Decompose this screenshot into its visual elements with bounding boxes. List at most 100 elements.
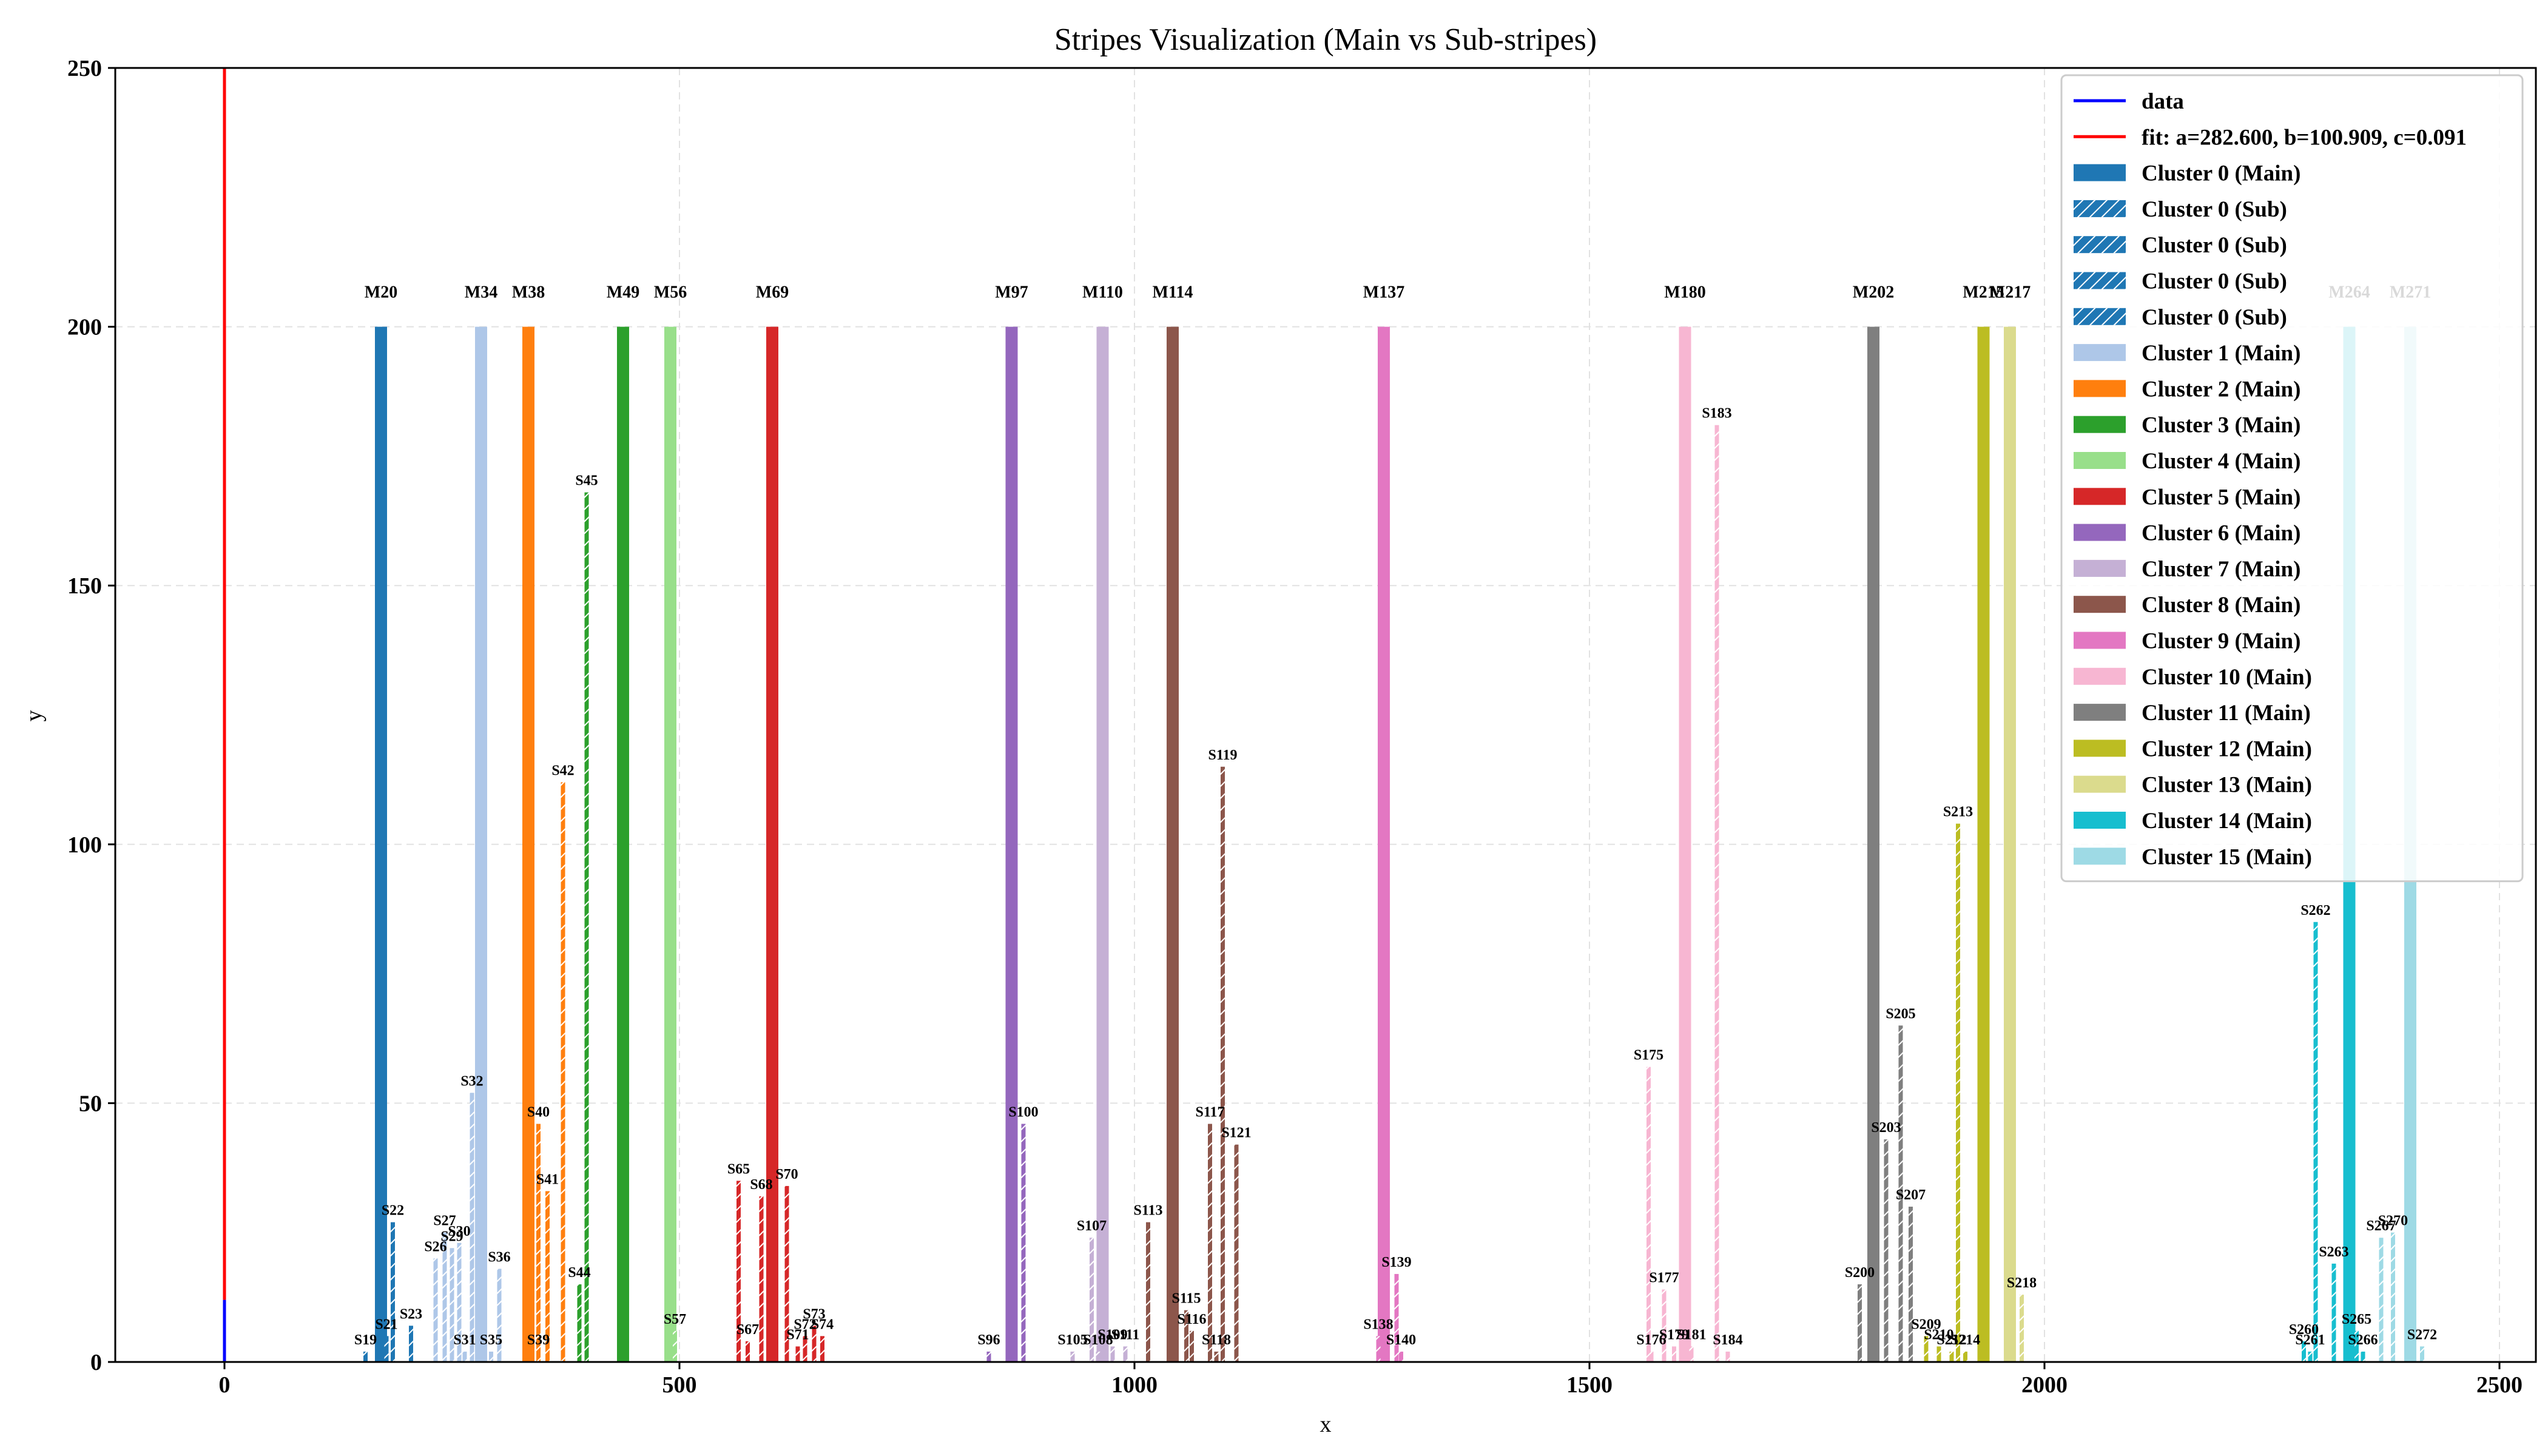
sub-stripe-bar [561, 782, 565, 1362]
sub-stripe-bar [1090, 1238, 1094, 1362]
legend-label: Cluster 8 (Main) [2142, 593, 2300, 618]
sub-stripe-bar [986, 1351, 991, 1362]
sub-stripe-label: S183 [1702, 406, 1731, 422]
x-tick-label: 2000 [2021, 1372, 2068, 1398]
legend-label: Cluster 0 (Sub) [2142, 197, 2287, 222]
legend-swatch [2074, 524, 2126, 541]
sub-stripe-bar [1898, 1025, 1903, 1362]
sub-stripe-bar [2313, 922, 2318, 1362]
sub-stripe-bar [736, 1181, 741, 1362]
sub-stripe-bar [759, 1196, 764, 1362]
sub-stripe-bar [577, 1284, 582, 1362]
bar-labels: M20 M34 M38 M49 M56 M69 M97 M110 M114 M137 M180 M20… [354, 283, 2437, 1348]
sub-stripe-label: S117 [1195, 1105, 1224, 1121]
sub-stripe-label: S261 [2295, 1332, 2325, 1348]
sub-stripe-label: S265 [2342, 1312, 2371, 1327]
legend-label: Cluster 0 (Sub) [2142, 233, 2287, 258]
y-tick-label: 200 [67, 315, 102, 340]
sub-stripe-bar [746, 1341, 750, 1362]
x-tick-label: 2500 [2476, 1372, 2523, 1398]
sub-stripe-label: S210 [1924, 1327, 1953, 1343]
sub-stripe-label: S140 [1386, 1332, 1416, 1348]
y-tick-label: 0 [90, 1350, 102, 1375]
main-stripe-bar [1096, 326, 1109, 1362]
sub-stripe-label: S115 [1171, 1291, 1201, 1307]
sub-stripe-bar [1924, 1336, 1929, 1362]
main-stripe-bar [375, 326, 387, 1362]
sub-stripe-label: S19 [354, 1332, 377, 1348]
sub-stripe-bar [462, 1351, 467, 1362]
main-stripe-label: M49 [607, 283, 639, 302]
sub-stripe-bar [1956, 823, 1960, 1362]
legend-swatch [2074, 344, 2126, 362]
legend-label: data [2142, 89, 2184, 114]
legend-hatch [2074, 236, 2126, 254]
main-stripe-label: M215 [1963, 283, 2004, 302]
sub-stripe-bar [384, 1336, 389, 1362]
sub-stripe-bar [2420, 1346, 2424, 1362]
sub-stripe-label: S205 [1886, 1006, 1915, 1022]
sub-stripe-label: S41 [536, 1171, 559, 1187]
main-stripe-label: M217 [1989, 283, 2031, 302]
sub-stripe-label: S32 [460, 1073, 483, 1089]
main-stripe-bar [1167, 326, 1179, 1362]
sub-stripe-bar [1021, 1124, 1026, 1362]
sub-stripe-bar [1376, 1336, 1381, 1362]
sub-stripe-bar [1214, 1351, 1219, 1362]
sub-stripe-label: S27 [433, 1213, 456, 1229]
sub-stripe-label: S111 [1111, 1327, 1140, 1343]
legend-swatch [2074, 488, 2126, 505]
main-stripe-label: M202 [1853, 283, 1894, 302]
legend-swatch [2074, 164, 2126, 181]
sub-stripe-label: S270 [2378, 1213, 2408, 1229]
sub-stripe-bar [812, 1326, 817, 1362]
x-tick-label: 1000 [1111, 1372, 1158, 1398]
sub-stripe-bar [2361, 1351, 2365, 1362]
sub-stripe-label: S207 [1896, 1187, 1926, 1203]
legend-swatch [2074, 704, 2126, 721]
sub-stripe-label: S203 [1871, 1120, 1901, 1136]
sub-stripe-label: S267 [2366, 1218, 2396, 1234]
sub-stripe-bar [2302, 1341, 2306, 1362]
sub-stripe-bar [1949, 1351, 1954, 1362]
legend-swatch [2074, 452, 2126, 469]
sub-stripe-bar [1672, 1346, 1676, 1362]
legend-swatch [2074, 632, 2126, 649]
legend-box [2060, 74, 2524, 883]
legend-label: Cluster 1 (Main) [2142, 341, 2300, 366]
legend-swatch [2074, 740, 2126, 757]
sub-stripe-label: S184 [1713, 1332, 1742, 1348]
legend-swatch [2074, 596, 2126, 613]
sub-stripe-bar [803, 1336, 807, 1362]
sub-stripe-label: S121 [1221, 1125, 1251, 1141]
legend-label: Cluster 15 (Main) [2142, 844, 2312, 869]
sub-stripe-bar [2020, 1295, 2024, 1362]
legend-hatch [2074, 272, 2126, 289]
sub-stripe-bar [409, 1326, 413, 1362]
sub-stripe-bar [1714, 425, 1719, 1362]
sub-stripe-bar [820, 1336, 824, 1362]
sub-stripe-label: S209 [1911, 1316, 1941, 1332]
main-stripe-label: M180 [1664, 283, 1705, 302]
axis-ticks: 0 500 1000 1500 2000 2500 0 50 100 150 200 250 [67, 56, 2523, 1398]
y-axis-label: y [21, 710, 47, 722]
main-stripe-label: M56 [654, 283, 687, 302]
legend-swatch [2074, 416, 2126, 433]
legend-hatch [2074, 200, 2126, 217]
plot-frame [114, 67, 2537, 1363]
x-tick-label: 0 [219, 1372, 231, 1398]
sub-stripe-bar [2391, 1232, 2395, 1362]
sub-stripe-bar [784, 1185, 789, 1362]
sub-stripe-label: S71 [786, 1327, 809, 1343]
legend-label: Cluster 0 (Sub) [2142, 269, 2287, 294]
sub-stripe-label: S73 [803, 1306, 825, 1322]
main-stripe-bar [475, 326, 487, 1362]
sub-stripe-label: S70 [775, 1167, 798, 1182]
legend-hatch [2074, 308, 2126, 325]
legend-label: fit: a=282.600, b=100.909, c=0.091 [2142, 125, 2467, 150]
sub-stripe-bar [1110, 1346, 1115, 1362]
y-tick-label: 50 [79, 1091, 102, 1116]
legend-label: Cluster 12 (Main) [2142, 736, 2312, 761]
sub-stripe-label: S26 [424, 1239, 447, 1255]
sub-stripe-bar [1662, 1289, 1667, 1362]
